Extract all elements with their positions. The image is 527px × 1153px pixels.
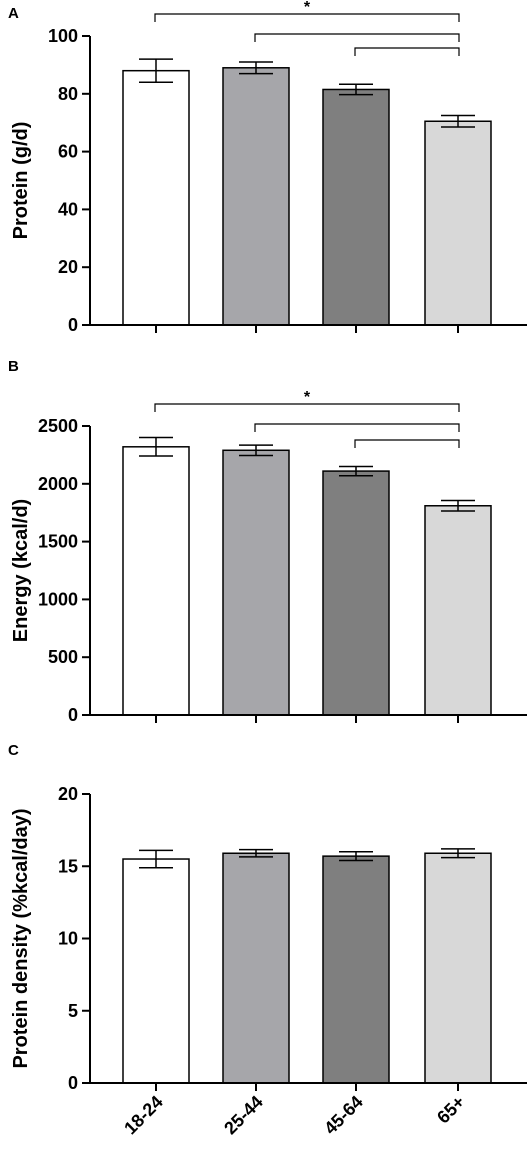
y-tick-label: 1000	[38, 589, 78, 609]
y-tick-label: 1500	[38, 532, 78, 552]
panel-letter: B	[8, 358, 19, 375]
bar-25-44	[222, 449, 290, 716]
significance-bracket	[254, 33, 460, 42]
significance-bracket	[354, 439, 460, 448]
y-tick-label: 40	[58, 199, 78, 219]
y-tick-label: 0	[68, 315, 78, 335]
y-tick-label: 500	[48, 647, 78, 667]
bar-45-64	[322, 88, 390, 326]
bar-18-24	[122, 69, 190, 326]
panel-letter: A	[8, 5, 19, 22]
bar-25-44	[222, 67, 290, 326]
significance-star: *	[304, 389, 311, 406]
y-tick-label: 20	[58, 784, 78, 804]
x-tick-label: 45-64	[320, 1092, 367, 1139]
y-tick-label: 80	[58, 84, 78, 104]
y-tick-label: 0	[68, 1073, 78, 1093]
panel-c: C Protein density (%kcal/day) 0 5 10 15 20	[8, 742, 527, 1093]
panel-letter: C	[8, 742, 19, 759]
x-tick-label: 25-44	[220, 1092, 267, 1139]
y-tick-label: 2000	[38, 474, 78, 494]
y-tick-label: 5	[68, 1001, 78, 1021]
panel-a: A Protein (g/d) 0 20 40 60 80 100 *	[8, 0, 527, 335]
y-tick-label: 10	[58, 929, 78, 949]
bar-18-24	[122, 446, 190, 716]
significance-bracket	[154, 13, 460, 22]
bar-45-64	[322, 855, 390, 1084]
significance-star: *	[304, 0, 311, 16]
y-tick-label: 15	[58, 856, 78, 876]
bar-25-44	[222, 852, 290, 1084]
significance-bracket	[254, 423, 460, 432]
y-tick-label: 100	[48, 26, 78, 46]
y-tick-label: 20	[58, 257, 78, 277]
x-tick-label: 18-24	[120, 1092, 167, 1139]
bar-45-64	[322, 470, 390, 716]
bar-65+	[424, 852, 492, 1084]
x-tick-label: 65+	[433, 1092, 469, 1128]
y-axis-label: Protein density (%kcal/day)	[10, 808, 32, 1068]
significance-bracket	[154, 403, 460, 412]
y-axis-label: Protein (g/d)	[10, 122, 32, 240]
significance-bracket	[354, 47, 460, 56]
bar-18-24	[122, 858, 190, 1084]
y-axis-label: Energy (kcal/d)	[10, 499, 32, 642]
y-tick-label: 0	[68, 705, 78, 725]
y-tick-label: 60	[58, 142, 78, 162]
y-tick-label: 2500	[38, 416, 78, 436]
bar-65+	[424, 505, 492, 716]
panel-b: B Energy (kcal/d) 0 500 1000 1500 2000 2500 *	[8, 358, 527, 725]
bar-65+	[424, 120, 492, 326]
